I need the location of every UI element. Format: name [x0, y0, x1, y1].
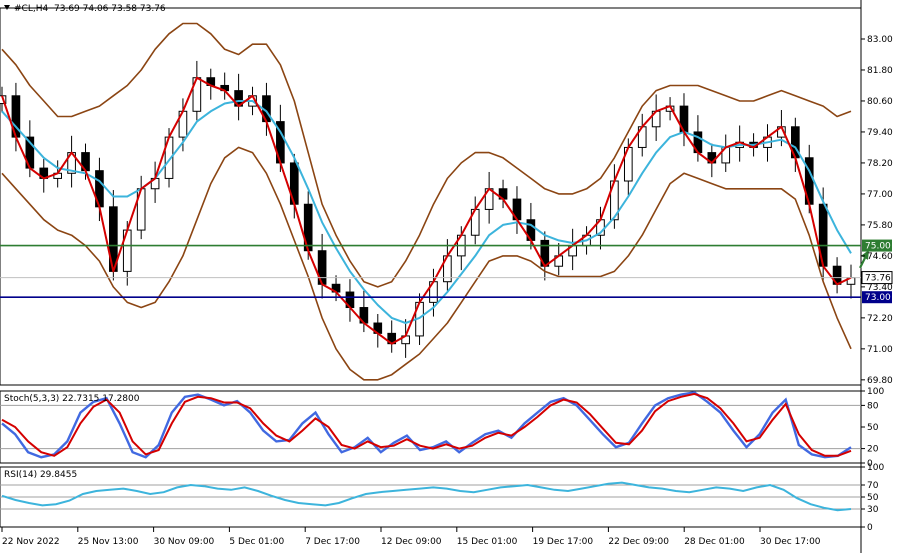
y-tick-label: 80.60 — [867, 97, 893, 107]
osc-tick-label: 80 — [867, 401, 879, 411]
y-tick-label: 81.80 — [867, 66, 893, 76]
x-tick-label: 22 Nov 2022 — [2, 537, 60, 547]
current-price-tag — [861, 271, 893, 285]
upper-band-line — [1, 22, 852, 288]
stochastic-title: Stoch(5,3,3) 22.7315 17.2800 — [4, 394, 140, 404]
osc-tick-label: 30 — [867, 505, 879, 515]
resistance-price-label: 75.00 — [865, 242, 891, 252]
y-tick-label: 73.40 — [867, 283, 893, 293]
y-tick-label: 71.00 — [867, 345, 893, 355]
dropdown-triangle-icon[interactable] — [4, 5, 10, 10]
osc-tick-label: 50 — [867, 493, 879, 503]
y-tick-label: 69.80 — [867, 376, 893, 386]
y-tick-label: 79.40 — [867, 128, 893, 138]
symbol-label: #CL,H4 — [14, 4, 48, 14]
osc-tick-label: 70 — [867, 481, 879, 491]
support-price-label: 73.00 — [865, 293, 891, 303]
x-tick-label: 12 Dec 09:00 — [381, 537, 442, 547]
x-tick-label: 19 Dec 17:00 — [533, 537, 594, 547]
up-arrow-icon — [859, 257, 866, 269]
x-tick-label: 25 Nov 13:00 — [78, 537, 139, 547]
osc-tick-label: 20 — [867, 445, 879, 455]
resistance-price-tag — [862, 239, 892, 252]
price-ma-line — [1, 76, 852, 345]
current-price-label: 73.76 — [865, 274, 891, 284]
up-arrow-head-icon — [861, 249, 869, 260]
rsi-line — [1, 481, 852, 512]
osc-tick-label: 100 — [867, 387, 884, 397]
y-tick-label: 72.20 — [867, 314, 893, 324]
osc-tick-label: 0 — [867, 459, 873, 469]
lower-band-line — [1, 146, 852, 381]
x-tick-label: 30 Nov 09:00 — [154, 537, 215, 547]
stochastic-signal-line — [1, 392, 852, 457]
y-tick-label: 77.00 — [867, 190, 893, 200]
x-tick-label: 15 Dec 01:00 — [457, 537, 518, 547]
y-tick-label: 83.00 — [867, 35, 893, 45]
stochastic-main-line — [1, 391, 852, 459]
x-tick-label: 7 Dec 17:00 — [305, 537, 360, 547]
x-tick-label: 5 Dec 01:00 — [229, 537, 284, 547]
x-tick-label: 30 Dec 17:00 — [760, 537, 821, 547]
x-tick-label: 28 Dec 01:00 — [684, 537, 745, 547]
y-tick-label: 74.60 — [867, 252, 893, 262]
y-tick-label: 78.20 — [867, 159, 893, 169]
ohlc-readout: 73.69 74.06 73.58 73.76 — [54, 4, 166, 14]
osc-tick-label: 100 — [867, 463, 884, 473]
support-price-tag — [862, 291, 892, 304]
osc-tick-label: 50 — [867, 423, 879, 433]
x-tick-label: 22 Dec 09:00 — [608, 537, 669, 547]
osc-tick-label: 0 — [867, 523, 873, 533]
y-tick-label: 75.80 — [867, 221, 893, 231]
rsi-title: RSI(14) 29.8455 — [4, 470, 77, 480]
